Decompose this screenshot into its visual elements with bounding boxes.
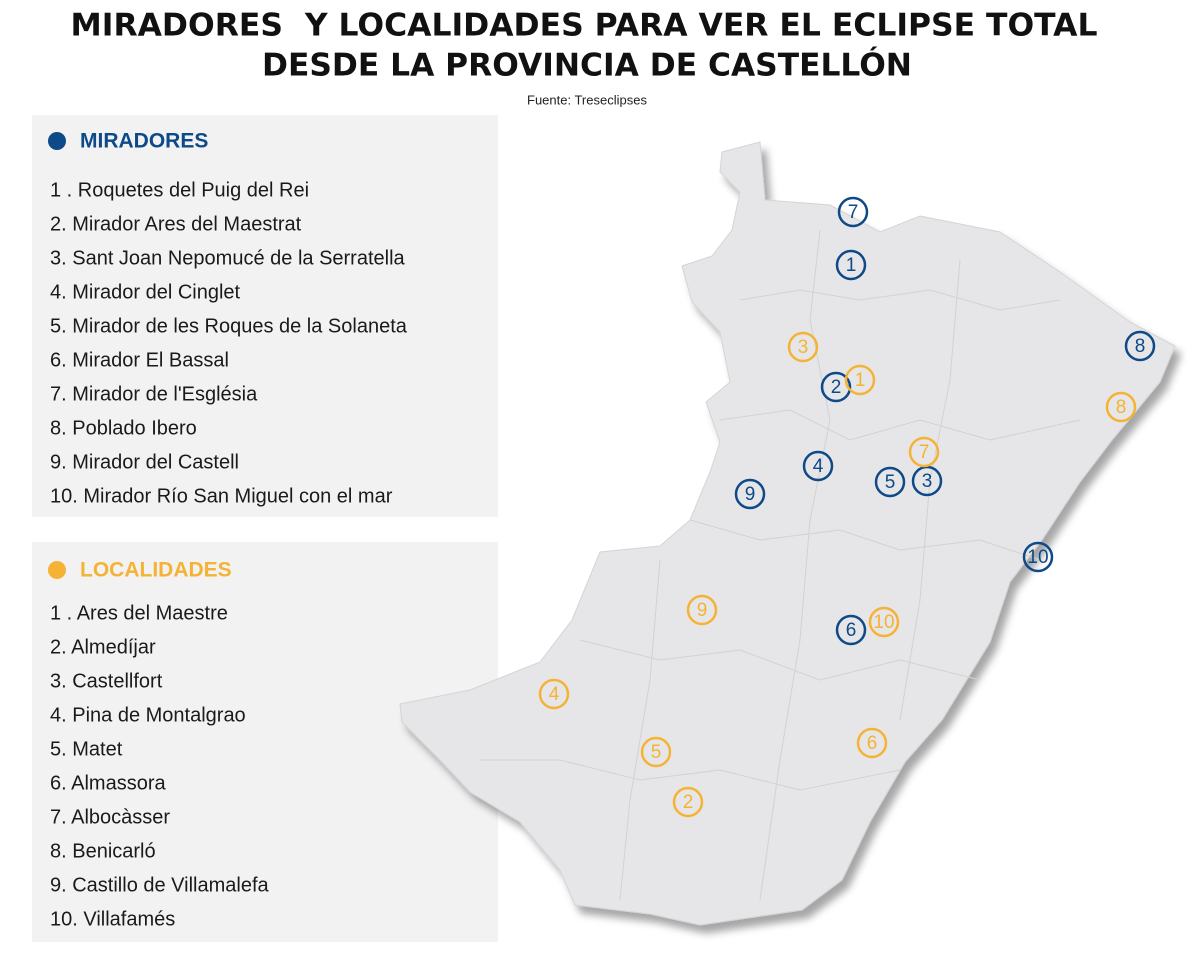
marker-label: 9 bbox=[697, 600, 708, 621]
marker-ring bbox=[802, 450, 834, 482]
province-map bbox=[399, 141, 1176, 926]
marker-label: 5 bbox=[885, 472, 896, 493]
marker-ring bbox=[672, 786, 704, 818]
marker-ring bbox=[820, 371, 852, 403]
list-item: 7. Mirador de l'Església bbox=[50, 383, 258, 405]
marker-ring bbox=[868, 606, 900, 638]
list-item: 10. Mirador Río San Miguel con el mar bbox=[50, 485, 393, 507]
section-heading: MIRADORES bbox=[80, 130, 208, 153]
marker-ring bbox=[844, 364, 876, 396]
list-item: 1 . Roquetes del Puig del Rei bbox=[50, 179, 309, 201]
marker-label: 1 bbox=[855, 370, 866, 391]
list-item: 5. Matet bbox=[50, 738, 123, 760]
legend-dot bbox=[48, 561, 66, 579]
marker-ring bbox=[1105, 391, 1137, 423]
list-item: 6. Mirador El Bassal bbox=[50, 349, 229, 371]
list-item: 9. Mirador del Castell bbox=[50, 451, 239, 473]
marker-label: 8 bbox=[1135, 336, 1146, 357]
list-item: 1 . Ares del Maestre bbox=[50, 602, 228, 624]
marker-ring bbox=[1022, 541, 1054, 573]
municipal-borders bbox=[480, 229, 1081, 901]
list-item: 4. Mirador del Cinglet bbox=[50, 281, 241, 303]
marker-ring bbox=[787, 331, 819, 363]
marker-label: 4 bbox=[813, 456, 824, 477]
source: Fuente: Treseclipses bbox=[527, 92, 647, 107]
list-item: 7. Albocàsser bbox=[50, 806, 170, 828]
marker-label: 2 bbox=[683, 792, 694, 813]
list-item: 3. Castellfort bbox=[50, 670, 163, 692]
marker-ring bbox=[538, 678, 570, 710]
marker-label: 4 bbox=[549, 684, 560, 705]
list-item: 3. Sant Joan Nepomucé de la Serratella bbox=[50, 247, 406, 269]
marker-ring bbox=[835, 249, 867, 281]
list-item: 5. Mirador de les Roques de la Solaneta bbox=[50, 315, 408, 337]
marker-ring bbox=[734, 478, 766, 510]
marker-label: 2 bbox=[831, 377, 842, 398]
marker-ring bbox=[1124, 330, 1156, 362]
title-line: DESDE LA PROVINCIA DE CASTELLÓN bbox=[262, 47, 912, 84]
legend-dot bbox=[48, 132, 66, 150]
marker-label: 7 bbox=[848, 202, 859, 223]
marker-ring bbox=[640, 736, 672, 768]
list-item: 6. Almassora bbox=[50, 772, 166, 794]
marker-label: 6 bbox=[846, 620, 857, 641]
title-line: MIRADORES Y LOCALIDADES PARA VER EL ECLI… bbox=[71, 8, 1098, 44]
list-item: 2. Mirador Ares del Maestrat bbox=[50, 213, 302, 235]
panel bbox=[32, 542, 498, 942]
list-item: 8. Benicarló bbox=[50, 840, 156, 862]
marker-ring bbox=[837, 196, 869, 228]
marker-label: 10 bbox=[1027, 547, 1048, 568]
marker-ring bbox=[856, 727, 888, 759]
marker-label: 5 bbox=[651, 742, 662, 763]
list-item: 2. Almedíjar bbox=[50, 636, 156, 658]
marker-label: 6 bbox=[867, 733, 878, 754]
marker-ring bbox=[874, 466, 906, 498]
marker-ring bbox=[911, 465, 943, 497]
marker-label: 10 bbox=[873, 612, 894, 633]
marker-label: 9 bbox=[745, 484, 756, 505]
marker-label: 1 bbox=[846, 255, 857, 276]
list-item: 4. Pina de Montalgrao bbox=[50, 704, 246, 726]
marker-ring bbox=[908, 436, 940, 468]
section-heading: LOCALIDADES bbox=[80, 559, 232, 582]
marker-label: 3 bbox=[922, 471, 933, 492]
list-item: 9. Castillo de Villamalefa bbox=[50, 874, 270, 896]
marker-label: 7 bbox=[919, 442, 930, 463]
marker-ring bbox=[686, 594, 718, 626]
marker-label: 8 bbox=[1116, 397, 1127, 418]
list-item: 10. Villafamés bbox=[50, 908, 175, 930]
list-item: 8. Poblado Ibero bbox=[50, 417, 197, 439]
marker-ring bbox=[835, 614, 867, 646]
panel bbox=[32, 115, 498, 517]
marker-label: 3 bbox=[798, 337, 809, 358]
